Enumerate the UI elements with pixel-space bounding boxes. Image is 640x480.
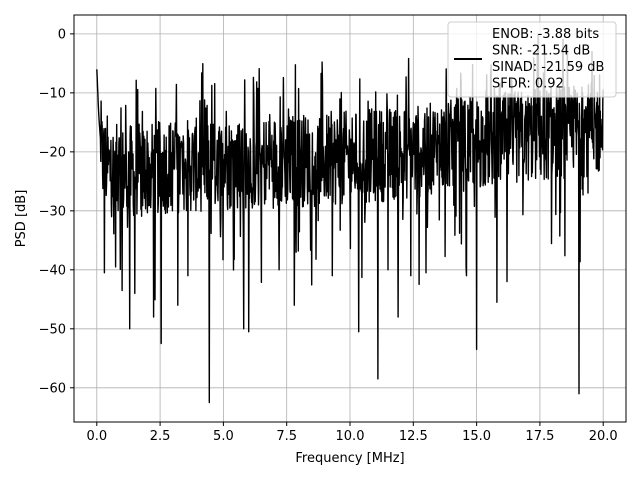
legend-entry: SFDR: 0.92 [492, 77, 564, 92]
legend-entry: SINAD: -21.59 dB [492, 60, 604, 75]
x-tick-label: 17.5 [525, 429, 554, 444]
legend-entry: ENOB: -3.88 bits [492, 27, 599, 42]
plot-area [96, 33, 604, 404]
x-tick-label: 10.0 [336, 429, 365, 444]
x-tick-label: 15.0 [462, 429, 491, 444]
y-tick-label: −20 [39, 145, 66, 160]
y-tick-label: −50 [39, 322, 66, 337]
y-tick-label: −10 [39, 86, 66, 101]
y-tick-label: −60 [39, 381, 66, 396]
x-tick-label: 5.0 [213, 429, 234, 444]
y-tick-label: −40 [39, 263, 66, 278]
x-tick-label: 12.5 [399, 429, 428, 444]
x-tick-label: 20.0 [589, 429, 618, 444]
psd-series-line [96, 33, 604, 404]
y-axis-label: PSD [dB] [14, 190, 29, 248]
legend-entry: SNR: -21.54 dB [492, 44, 590, 59]
x-axis-label: Frequency [MHz] [295, 451, 404, 466]
legend-text: ENOB: -3.88 bits SNR: -21.54 dB SINAD: -21… [492, 27, 604, 92]
y-tick-label: 0 [58, 27, 66, 42]
x-tick-label: 2.5 [150, 429, 171, 444]
x-tick-label: 7.5 [276, 429, 297, 444]
axis-ticks: 0.0 2.5 5.0 7.5 10.0 12.5 15.0 17.5 20.0 0 −10 −20 −… [39, 27, 618, 444]
y-tick-label: −30 [39, 204, 66, 219]
legend-box [447, 21, 617, 98]
x-tick-label: 0.0 [86, 429, 107, 444]
legend: ENOB: -3.88 bits SNR: -21.54 dB SINAD: -21… [447, 21, 617, 98]
